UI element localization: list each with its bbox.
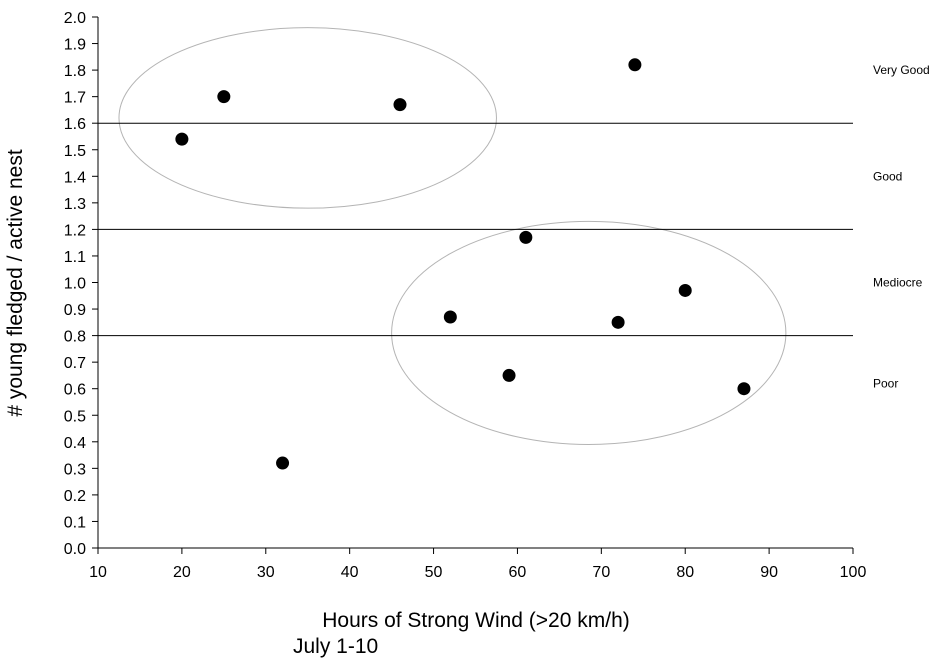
y-tick-label: 0.0: [64, 541, 86, 558]
x-tick-label: 40: [341, 564, 359, 581]
x-tick-label: 50: [425, 564, 443, 581]
x-tick-label: 80: [676, 564, 694, 581]
data-point: [217, 90, 231, 104]
data-points: [175, 58, 751, 470]
y-tick-label: 1.3: [64, 196, 86, 213]
band-labels: Very Good Good Mediocre Poor: [873, 63, 930, 390]
data-point: [519, 230, 533, 244]
y-tick-label: 1.2: [64, 222, 86, 239]
grouping-ellipses: [118, 27, 787, 445]
x-tick-label: 20: [173, 564, 191, 581]
y-tick-label: 1.4: [64, 169, 86, 186]
data-point: [502, 368, 516, 382]
x-tick-label: 30: [257, 564, 275, 581]
grouping-ellipse: [118, 27, 497, 209]
x-tick-label: 60: [509, 564, 527, 581]
data-point: [737, 382, 751, 396]
y-tick-label: 0.8: [64, 329, 86, 346]
data-point: [678, 283, 692, 297]
x-tick-label: 100: [840, 564, 867, 581]
y-tick-label: 1.7: [64, 90, 86, 107]
x-axis-title: Hours of Strong Wind (>20 km/h): [322, 609, 630, 632]
y-tick-label: 0.3: [64, 461, 86, 478]
y-tick-label: 0.2: [64, 488, 86, 505]
y-tick-label: 1.0: [64, 276, 86, 293]
y-tick-label: 0.9: [64, 302, 86, 319]
reference-lines: [98, 122, 853, 337]
data-point: [443, 310, 457, 324]
x-axis-title-line2: July 1-10: [293, 635, 378, 658]
y-tick-label: 1.6: [64, 116, 86, 133]
data-point: [276, 456, 290, 470]
y-tick-label: 0.7: [64, 355, 86, 372]
band-label: Mediocre: [873, 276, 923, 290]
y-tick-label: 1.1: [64, 249, 86, 266]
y-tick-label: 1.9: [64, 37, 86, 54]
x-tick-label: 10: [89, 564, 107, 581]
grouping-ellipse: [391, 220, 787, 445]
x-tick-label: 90: [760, 564, 778, 581]
y-axis-title: # young fledged / active nest: [4, 149, 27, 417]
x-ticks: 10 20 30 40 50 60 70 80 90 100: [89, 548, 866, 581]
data-point: [393, 98, 407, 112]
y-tick-label: 1.8: [64, 63, 86, 80]
y-tick-label: 0.4: [64, 435, 86, 452]
y-ticks: 0.0 0.1 0.2 0.3 0.4 0.5 0.6 0.7 0.8 0.9 1.0 1.1 1.2 1…: [64, 10, 98, 558]
band-label: Poor: [873, 376, 898, 390]
y-tick-label: 0.1: [64, 514, 86, 531]
data-point: [175, 132, 189, 146]
x-tick-label: 70: [592, 564, 610, 581]
y-tick-label: 1.5: [64, 143, 86, 160]
y-tick-label: 0.5: [64, 408, 86, 425]
y-tick-label: 2.0: [64, 10, 86, 27]
y-tick-label: 0.6: [64, 382, 86, 399]
band-label: Very Good: [873, 63, 930, 77]
band-label: Good: [873, 169, 902, 183]
data-point: [628, 58, 642, 72]
data-point: [611, 315, 625, 329]
